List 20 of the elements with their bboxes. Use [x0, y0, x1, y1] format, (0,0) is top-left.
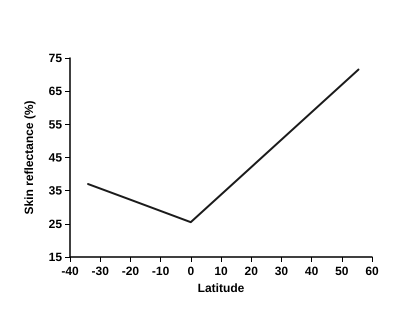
x-tick-label: -40: [61, 264, 79, 278]
x-tick-label: -20: [122, 264, 140, 278]
x-tick-label: 60: [365, 264, 379, 278]
y-tick-label: 45: [48, 150, 62, 164]
x-tick-label: 0: [187, 264, 194, 278]
y-tick-label: 15: [48, 250, 62, 264]
x-tick-label: 50: [335, 264, 349, 278]
y-tick-label: 75: [48, 51, 62, 65]
y-axis-title: Skin reflectance (%): [22, 100, 36, 215]
x-tick-label: 30: [274, 264, 288, 278]
x-tick-label: 20: [244, 264, 258, 278]
x-tick-label: -30: [92, 264, 110, 278]
x-axis-title: Latitude: [198, 280, 245, 295]
x-tick-label: 10: [214, 264, 228, 278]
y-tick-label: 65: [48, 84, 62, 98]
y-tick-label: 25: [48, 216, 62, 231]
y-tick-label: 55: [48, 117, 62, 132]
y-tick-label: 35: [48, 184, 62, 198]
x-tick-label: -10: [152, 264, 170, 278]
x-tick-label: 40: [304, 264, 319, 278]
